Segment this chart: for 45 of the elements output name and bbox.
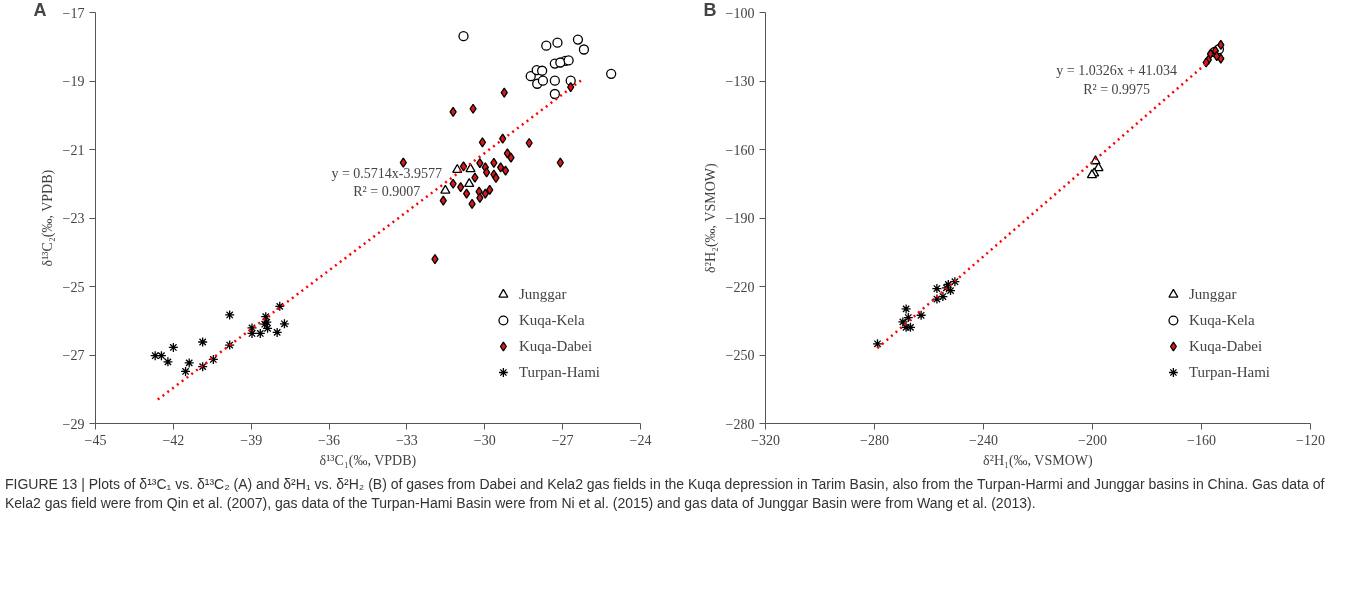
x-tick-label: −320 bbox=[751, 432, 780, 448]
y-tick-label: −100 bbox=[725, 5, 755, 21]
y-tick-label: −17 bbox=[62, 5, 85, 21]
x-tick-label: −27 bbox=[551, 432, 574, 448]
x-tick-label: −42 bbox=[162, 432, 185, 448]
x-tick-label: −24 bbox=[629, 432, 652, 448]
y-tick-label: −23 bbox=[62, 211, 85, 226]
legend-label: Junggar bbox=[1188, 285, 1237, 303]
x-tick-label: −200 bbox=[1078, 432, 1107, 448]
y-tick-label: −27 bbox=[62, 348, 85, 363]
caption: FIGURE 13 | Plots of δ¹³C₁ vs. δ¹³C₂ (A) and δ²H₁ vs. δ²H₂ (B) of gases from Dabei and Kela2 gas fields in the Kuqa depression in Tarim Basin, also from the Turpan-Harmi and Junggar basins in China. Gas data of Kela2 gas field were from Qin et al. (2007), gas data of the Turpan-Hami Basin were from Ni et al. (2015) and gas data of Junggar Basin were from Wang et al. (2013). bbox=[5, 475, 1325, 513]
y-tick-label: −160 bbox=[725, 142, 755, 158]
y-axis-title: δ²H₂(‰, VSMOW) bbox=[702, 163, 719, 273]
chart-title: B bbox=[703, 0, 717, 20]
x-tick-label: −160 bbox=[1187, 432, 1216, 448]
legend-label: Kuqa-Kela bbox=[1188, 311, 1255, 329]
legend-label: Turpan-Hami bbox=[518, 363, 600, 381]
x-tick-label: −45 bbox=[84, 432, 107, 448]
y-tick-label: −250 bbox=[725, 348, 755, 363]
y-tick-label: −220 bbox=[725, 279, 755, 295]
x-tick-label: −120 bbox=[1296, 432, 1325, 448]
x-tick-label: −39 bbox=[240, 432, 263, 448]
y-tick-label: −29 bbox=[62, 416, 85, 432]
x-tick-label: −240 bbox=[969, 432, 998, 448]
x-tick-label: −280 bbox=[860, 432, 889, 448]
annotation: y = 0.5714x-3.9577 R² = 0.9007 bbox=[331, 165, 442, 200]
legend-label: Kuqa-Dabei bbox=[1188, 337, 1263, 355]
x-tick-label: −30 bbox=[473, 432, 496, 448]
annotation: y = 1.0326x + 41.034 R² = 0.9975 bbox=[1056, 63, 1178, 97]
x-tick-label: −33 bbox=[395, 432, 418, 448]
chart-title: A bbox=[33, 0, 47, 20]
y-tick-label: −25 bbox=[62, 279, 85, 295]
y-tick-label: −21 bbox=[62, 142, 85, 158]
legend-label: Turpan-Hami bbox=[1188, 363, 1270, 381]
x-axis-title: δ²H₁(‰, VSMOW) bbox=[983, 452, 1093, 469]
legend-label: Junggar bbox=[518, 285, 567, 303]
y-axis-title: δ¹³C₂(‰, VPDB) bbox=[39, 169, 56, 267]
legend-label: Kuqa-Dabei bbox=[518, 337, 593, 355]
x-axis-title: δ¹³C₁(‰, VPDB) bbox=[319, 452, 417, 469]
y-tick-label: −190 bbox=[725, 211, 755, 226]
y-tick-label: −280 bbox=[725, 416, 755, 432]
y-tick-label: −130 bbox=[725, 74, 755, 89]
legend-label: Kuqa-Kela bbox=[518, 311, 585, 329]
x-tick-label: −36 bbox=[318, 432, 341, 448]
y-tick-label: −19 bbox=[62, 74, 85, 89]
